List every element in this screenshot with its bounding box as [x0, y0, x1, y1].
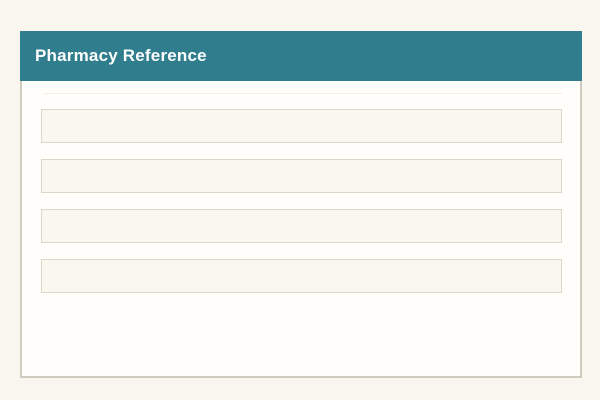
- reference-row-2[interactable]: [41, 159, 562, 193]
- panel-title: Pharmacy Reference: [35, 46, 207, 65]
- content-divider: [44, 93, 562, 94]
- title-bar: Pharmacy Reference: [20, 31, 582, 81]
- panel-body: [20, 81, 582, 378]
- pharmacy-reference-panel: Pharmacy Reference: [20, 31, 582, 378]
- reference-rows: [41, 109, 562, 293]
- reference-row-3[interactable]: [41, 209, 562, 243]
- reference-row-4[interactable]: [41, 259, 562, 293]
- reference-row-1[interactable]: [41, 109, 562, 143]
